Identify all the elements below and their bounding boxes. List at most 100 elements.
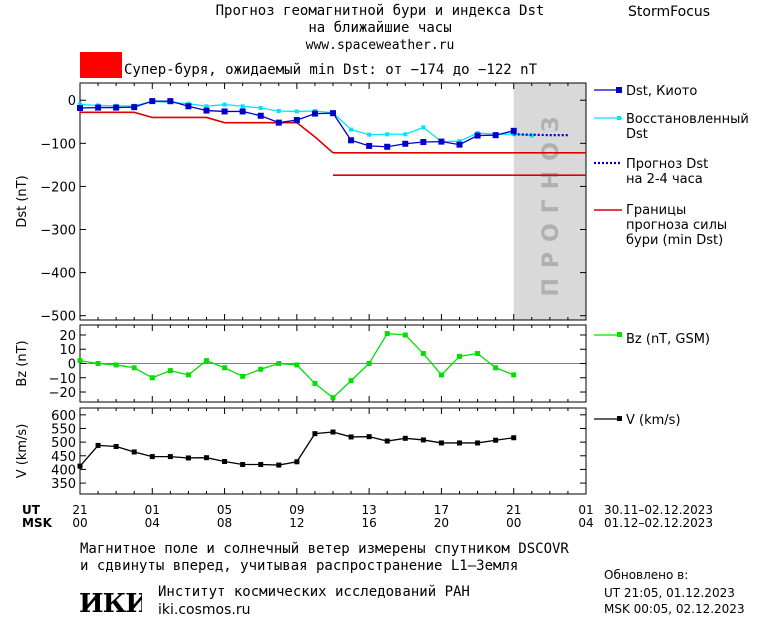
legend-bz-label: Bz (nT, GSM): [626, 332, 710, 347]
chart-title-line2: на ближайшие часы: [308, 20, 452, 36]
bz-point: [420, 351, 426, 357]
dst-kyoto-line: [79, 100, 514, 148]
dst-reconstructed-point: [276, 109, 281, 114]
dst-kyoto-point: [474, 132, 481, 139]
bz-point: [438, 372, 444, 378]
legend-dst-kyoto-label: Dst, Киото: [626, 84, 697, 99]
ut-tick-label: 01: [144, 503, 160, 517]
dst-kyoto-point: [203, 107, 210, 114]
v-point: [384, 438, 390, 444]
bz-point: [113, 362, 119, 368]
dst-kyoto-point: [239, 108, 246, 115]
bz-point: [258, 366, 264, 372]
dst-kyoto-point: [492, 132, 499, 139]
bz-point: [131, 365, 137, 371]
v-point: [149, 454, 155, 460]
dst-kyoto-point: [77, 104, 83, 111]
bz-ytick-label: 0: [68, 358, 76, 373]
v-point: [167, 454, 173, 460]
dst-reconstructed-point: [457, 139, 462, 144]
bz-point: [384, 331, 390, 337]
v-ylabel: V (km/s): [15, 424, 30, 479]
series-group: [77, 98, 586, 469]
dst-kyoto-point: [95, 104, 102, 111]
v-point: [113, 443, 119, 449]
brand-name: StormFocus: [628, 4, 711, 20]
bz-point: [95, 361, 101, 366]
dst-kyoto-point: [420, 139, 427, 146]
v-point: [240, 462, 246, 468]
bz-point: [366, 361, 372, 366]
dst-reconstructed-point: [367, 132, 372, 137]
msk-tick-label: 04: [578, 516, 594, 530]
dst-kyoto-point: [384, 143, 391, 150]
ut-tick-label: 21: [72, 503, 88, 517]
storm-bound-line: [80, 111, 334, 154]
bz-point: [149, 375, 155, 381]
site-url[interactable]: www.spaceweather.ru: [305, 38, 455, 53]
dst-reconstructed-point: [222, 102, 227, 107]
dst-kyoto-point: [348, 137, 355, 144]
bz-ytick-label: −20: [49, 386, 76, 401]
bz-point: [348, 378, 354, 384]
dst-kyoto-point: [131, 104, 138, 111]
dst-panel-frame: [79, 82, 587, 321]
bz-point: [222, 365, 228, 371]
dst-forecast-line: [513, 133, 568, 137]
v-point: [438, 440, 444, 446]
bz-ytick-label: 20: [59, 329, 76, 344]
bz-point: [330, 395, 336, 401]
dst-reconstructed-point: [403, 132, 408, 137]
footer-note-line2: и сдвинуты вперед, учитывая распростране…: [80, 558, 519, 574]
v-point: [420, 437, 426, 443]
dst-reconstructed-point: [240, 104, 245, 109]
v-point: [95, 442, 101, 448]
ut-date-range: 30.11–02.12.2023: [604, 503, 714, 517]
ut-tick-label: 05: [216, 503, 233, 517]
v-point: [276, 462, 282, 468]
bz-ytick-label: −10: [49, 372, 76, 387]
dst-ytick-label: −300: [40, 224, 76, 239]
v-point: [475, 440, 481, 446]
bz-ylabel: Bz (nT): [15, 340, 30, 386]
forecast-zone-group: ПРОГНОЗ: [513, 83, 586, 320]
bz-point: [294, 362, 300, 368]
v-ytick-label: 450: [51, 450, 76, 465]
msk-tick-label: 12: [289, 516, 305, 530]
institute-name: Институт космических исследований РАН: [158, 584, 470, 600]
dst-kyoto-point: [185, 103, 192, 110]
dst-ytick-label: 0: [68, 94, 76, 109]
legend-dst-forecast-label: на 2-4 часа: [626, 172, 703, 187]
dst-ytick-label: −500: [40, 310, 76, 325]
msk-tick-label: 04: [144, 516, 160, 530]
institute-url[interactable]: iki.cosmos.ru: [158, 602, 251, 618]
dst-kyoto-point: [510, 127, 517, 134]
ut-tick-label: 01: [578, 503, 594, 517]
legend-dst-reconstructed-marker: [617, 116, 621, 120]
ut-tick-label: 09: [289, 503, 305, 517]
chart-title-line1: Прогноз геомагнитной бури и индекса Dst: [215, 3, 545, 19]
v-ytick-label: 350: [51, 477, 76, 492]
legend-dst-kyoto-marker: [616, 87, 622, 93]
legend-dst-reconstructed-label: Восстановленный: [626, 112, 749, 127]
dst-reconstructed-point: [421, 125, 426, 130]
iki-logo: ИКИ: [78, 586, 150, 619]
v-point: [511, 435, 517, 441]
msk-tick-label: 00: [72, 516, 88, 530]
ut-tick-label: 17: [433, 503, 450, 517]
v-point: [402, 435, 408, 441]
msk-tick-label: 00: [506, 516, 522, 530]
dst-kyoto-point: [311, 110, 318, 117]
v-ytick-label: 550: [51, 422, 76, 437]
dst-kyoto-point: [330, 110, 336, 117]
v-point: [258, 462, 264, 468]
msk-axis-label: MSK: [22, 516, 52, 530]
v-ytick-label: 500: [51, 436, 76, 451]
updated-ut: UT 21:05, 01.12.2023: [604, 586, 735, 600]
storm-banner-text: Супер-буря, ожидаемый min Dst: от −174 д…: [124, 62, 538, 78]
legend-storm-bounds-label: бури (min Dst): [626, 233, 723, 248]
dst-reconstructed-point: [349, 127, 354, 132]
v-point: [222, 459, 228, 465]
v-point: [294, 459, 300, 465]
